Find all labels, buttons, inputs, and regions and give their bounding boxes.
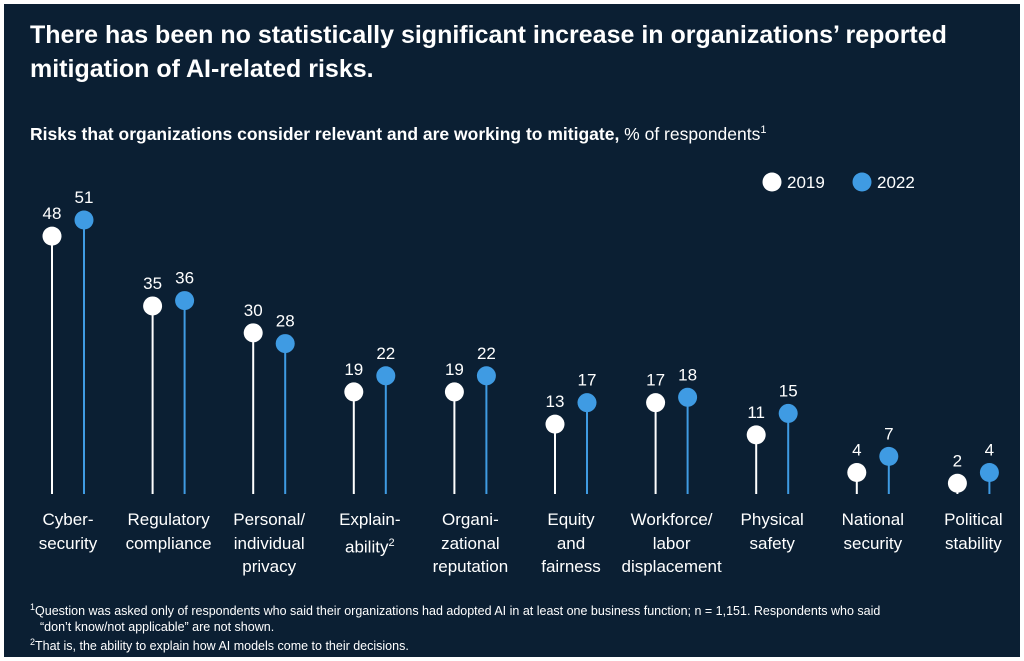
chart-title: There has been no statistically signific… [30, 21, 947, 83]
legend-marker-2022 [852, 172, 872, 192]
data-label-2022: 15 [779, 381, 798, 400]
category-label: Physical safety [740, 510, 804, 553]
footnotes: 1Question was asked only of respondents … [30, 600, 1010, 655]
point-2019 [646, 393, 666, 413]
point-2019 [444, 382, 464, 402]
point-2022 [879, 446, 899, 466]
category-label: Equity and fairness [541, 510, 601, 576]
chart-subtitle: Risks that organizations consider releva… [30, 118, 1000, 146]
point-2019 [243, 323, 263, 343]
category-label: Personal/ individual privacy [233, 510, 306, 576]
data-label-2022: 36 [175, 269, 194, 288]
data-label-2022: 28 [276, 312, 295, 331]
legend-label-2022: 2022 [877, 173, 915, 192]
point-2022 [275, 334, 295, 354]
data-label-2019: 35 [143, 274, 162, 293]
legend-label-2019: 2019 [787, 173, 825, 192]
point-2019 [143, 296, 163, 316]
point-2022 [175, 291, 195, 311]
point-2022 [74, 210, 94, 230]
category-label: Organi- zational reputation [432, 510, 509, 576]
data-label-2019: 19 [344, 360, 363, 379]
category-label: Political stability [944, 510, 1003, 553]
data-label-2019: 19 [445, 360, 464, 379]
data-label-2022: 18 [678, 365, 697, 384]
data-label-2022: 4 [985, 441, 994, 460]
category-label: Workforce/ labor displacement [621, 510, 722, 576]
point-2022 [577, 393, 597, 413]
footnote-2: 2That is, the ability to explain how AI … [30, 637, 409, 654]
point-2022 [476, 366, 496, 386]
point-2022 [778, 403, 798, 423]
subtitle-footnote-mark: 1 [760, 124, 767, 136]
data-label-2019: 2 [953, 451, 962, 470]
point-2022 [678, 387, 698, 407]
point-2022 [376, 366, 396, 386]
data-label-2019: 13 [546, 392, 565, 411]
point-2019 [42, 226, 62, 246]
data-label-2022: 51 [75, 188, 94, 207]
category-label: National security [841, 510, 904, 553]
data-label-2022: 7 [884, 424, 893, 443]
category-label: Explain- ability2 [339, 510, 401, 557]
subtitle-main: Risks that organizations consider releva… [30, 123, 620, 144]
category-footnote-mark: 2 [388, 536, 395, 549]
point-2019 [344, 382, 364, 402]
point-2019 [847, 463, 867, 483]
point-2022 [979, 463, 999, 483]
footnote-1: 1Question was asked only of respondents … [30, 602, 881, 619]
footnote-1-continued: “don’t know/not applicable” are not show… [40, 619, 275, 634]
legend-marker-2019 [762, 172, 782, 192]
point-2019 [947, 473, 967, 493]
data-label-2022: 22 [477, 344, 496, 363]
data-label-2019: 4 [852, 441, 861, 460]
subtitle-unit: % of respondents [619, 123, 761, 144]
data-label-2022: 22 [376, 344, 395, 363]
point-2019 [545, 414, 565, 434]
data-label-2019: 48 [43, 204, 62, 223]
category-label: Regulatory compliance [125, 510, 212, 553]
data-label-2019: 17 [646, 371, 665, 390]
data-label-2019: 11 [747, 403, 765, 422]
chart-panel [4, 4, 1020, 657]
category-label: Cyber- security [38, 510, 98, 553]
point-2019 [746, 425, 766, 445]
data-label-2019: 30 [244, 301, 263, 320]
data-label-2022: 17 [578, 371, 597, 390]
